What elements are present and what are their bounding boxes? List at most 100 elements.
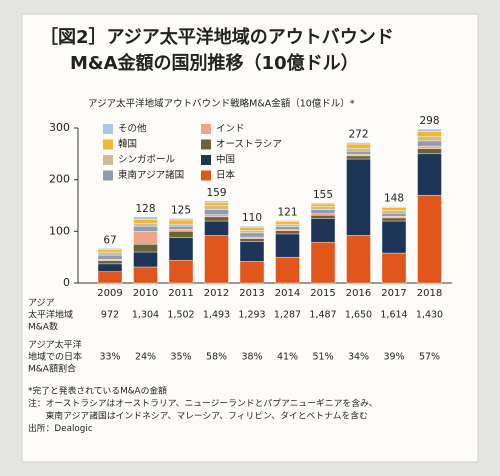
bar-segment <box>133 251 158 268</box>
bar-segment <box>168 229 194 232</box>
total-label: 121 <box>277 206 297 218</box>
bar-segment <box>417 140 442 147</box>
y-tick-label: 100 <box>49 224 70 237</box>
bar-segment <box>133 231 158 245</box>
bar-segment <box>381 213 407 217</box>
table-cell: 1,487 <box>309 310 336 321</box>
y-tick-label: 0 <box>63 276 70 289</box>
bar-segment <box>346 154 371 157</box>
legend-label: 東南アジア諸国 <box>118 169 184 181</box>
bar-segment <box>381 252 407 284</box>
total-label: 67 <box>103 234 116 246</box>
x-tick-label: 2015 <box>310 288 335 299</box>
table-cell: 33% <box>99 352 120 363</box>
bar-segment <box>204 220 229 236</box>
row-label: アジア <box>28 299 55 309</box>
bar-segment <box>204 200 229 203</box>
bar-segment <box>417 153 442 196</box>
bar-segment <box>133 266 158 284</box>
bar-segment <box>133 219 158 224</box>
legend-swatch <box>201 124 211 134</box>
x-tick-label: 2018 <box>417 288 442 299</box>
bar-segment <box>133 244 158 253</box>
bar-segment <box>310 218 336 243</box>
bar-segment <box>417 148 442 155</box>
table-cell: 51% <box>312 352 333 363</box>
bar-segment <box>204 216 229 222</box>
bar-segment <box>239 226 265 231</box>
table-cell: 1,614 <box>380 310 407 321</box>
bar-segment <box>97 259 123 261</box>
bar-segment <box>381 207 407 211</box>
bar-segment <box>97 263 123 272</box>
bar-segment <box>97 260 123 265</box>
table-cell: 972 <box>101 310 119 321</box>
bar-segment <box>417 136 442 142</box>
table-cell: 1,493 <box>203 310 230 321</box>
bar-segment <box>381 210 407 214</box>
total-label: 110 <box>242 212 262 224</box>
bar-segment <box>239 241 265 262</box>
bar-segment <box>204 205 229 210</box>
legend-label: シンガポール <box>118 155 176 166</box>
row-label: 地域での日本 <box>28 351 82 363</box>
table-cell: 35% <box>170 352 191 363</box>
bar-segment <box>168 223 194 227</box>
legend-swatch <box>103 124 113 134</box>
legend-swatch <box>103 155 113 165</box>
total-label: 155 <box>313 189 333 201</box>
y-tick-label: 300 <box>49 121 70 134</box>
bar-segment <box>310 202 336 205</box>
legend-label: 日本 <box>216 169 236 181</box>
legend-swatch <box>201 170 211 181</box>
bar-segment <box>97 254 123 260</box>
bar-segment <box>381 220 407 254</box>
note: 東南アジア諸国はインドネシア、マレーシア、フィリピン、タイとベトナムを含む <box>28 410 368 422</box>
bar-segment <box>275 256 300 284</box>
bar-segment <box>168 218 194 221</box>
bar-segment <box>204 209 229 215</box>
total-label: 159 <box>206 187 226 199</box>
bar-segment <box>310 213 336 216</box>
bar-segment <box>97 251 123 256</box>
bar-segment <box>133 225 158 232</box>
x-tick-label: 2011 <box>168 288 193 299</box>
table-cell: 1,304 <box>132 310 159 321</box>
bar-segment <box>97 271 123 284</box>
y-tick-label: 200 <box>49 173 70 186</box>
chart-title: ［図2］アジア太平洋地域のアウトバウンド <box>40 26 394 48</box>
table-cell: 58% <box>206 352 227 363</box>
bar-segment <box>239 225 265 228</box>
bar-segment <box>346 155 371 160</box>
bar-segment <box>346 151 371 155</box>
note: *完了と発表されているM&Aの金額 <box>28 385 167 397</box>
x-tick-label: 2013 <box>239 288 264 299</box>
legend-label: その他 <box>118 123 147 135</box>
bar-segment <box>168 260 194 284</box>
bar-segment <box>310 203 336 207</box>
row-label: M&A額割合 <box>28 363 76 375</box>
bar-segment <box>239 236 265 239</box>
x-tick-label: 2012 <box>204 288 229 299</box>
legend-label: オーストラシア <box>216 139 282 150</box>
bar-segment <box>133 216 158 220</box>
x-tick-label: 2010 <box>133 288 158 299</box>
bar-segment <box>275 221 300 225</box>
table-cell: 1,293 <box>238 310 265 321</box>
bar-segment <box>275 226 300 230</box>
bar-segment <box>417 128 442 132</box>
legend-label: 韓国 <box>118 139 137 150</box>
bar-segment <box>346 158 371 236</box>
table-cell: 1,430 <box>416 310 443 321</box>
bar-segment <box>310 206 336 210</box>
x-tick-label: 2016 <box>346 288 371 299</box>
table-cell: 1,287 <box>274 310 301 321</box>
row-label: M&A数 <box>28 321 58 333</box>
bar-segment <box>168 225 194 230</box>
bar-segment <box>204 202 229 206</box>
x-tick-label: 2009 <box>97 288 122 299</box>
x-tick-label: 2017 <box>381 288 406 299</box>
table-cell: 39% <box>383 352 404 363</box>
